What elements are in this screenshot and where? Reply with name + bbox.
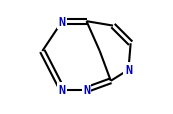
Text: N: N — [125, 64, 132, 77]
Text: N: N — [59, 16, 66, 28]
Text: N: N — [59, 83, 66, 96]
Text: N: N — [83, 83, 90, 96]
